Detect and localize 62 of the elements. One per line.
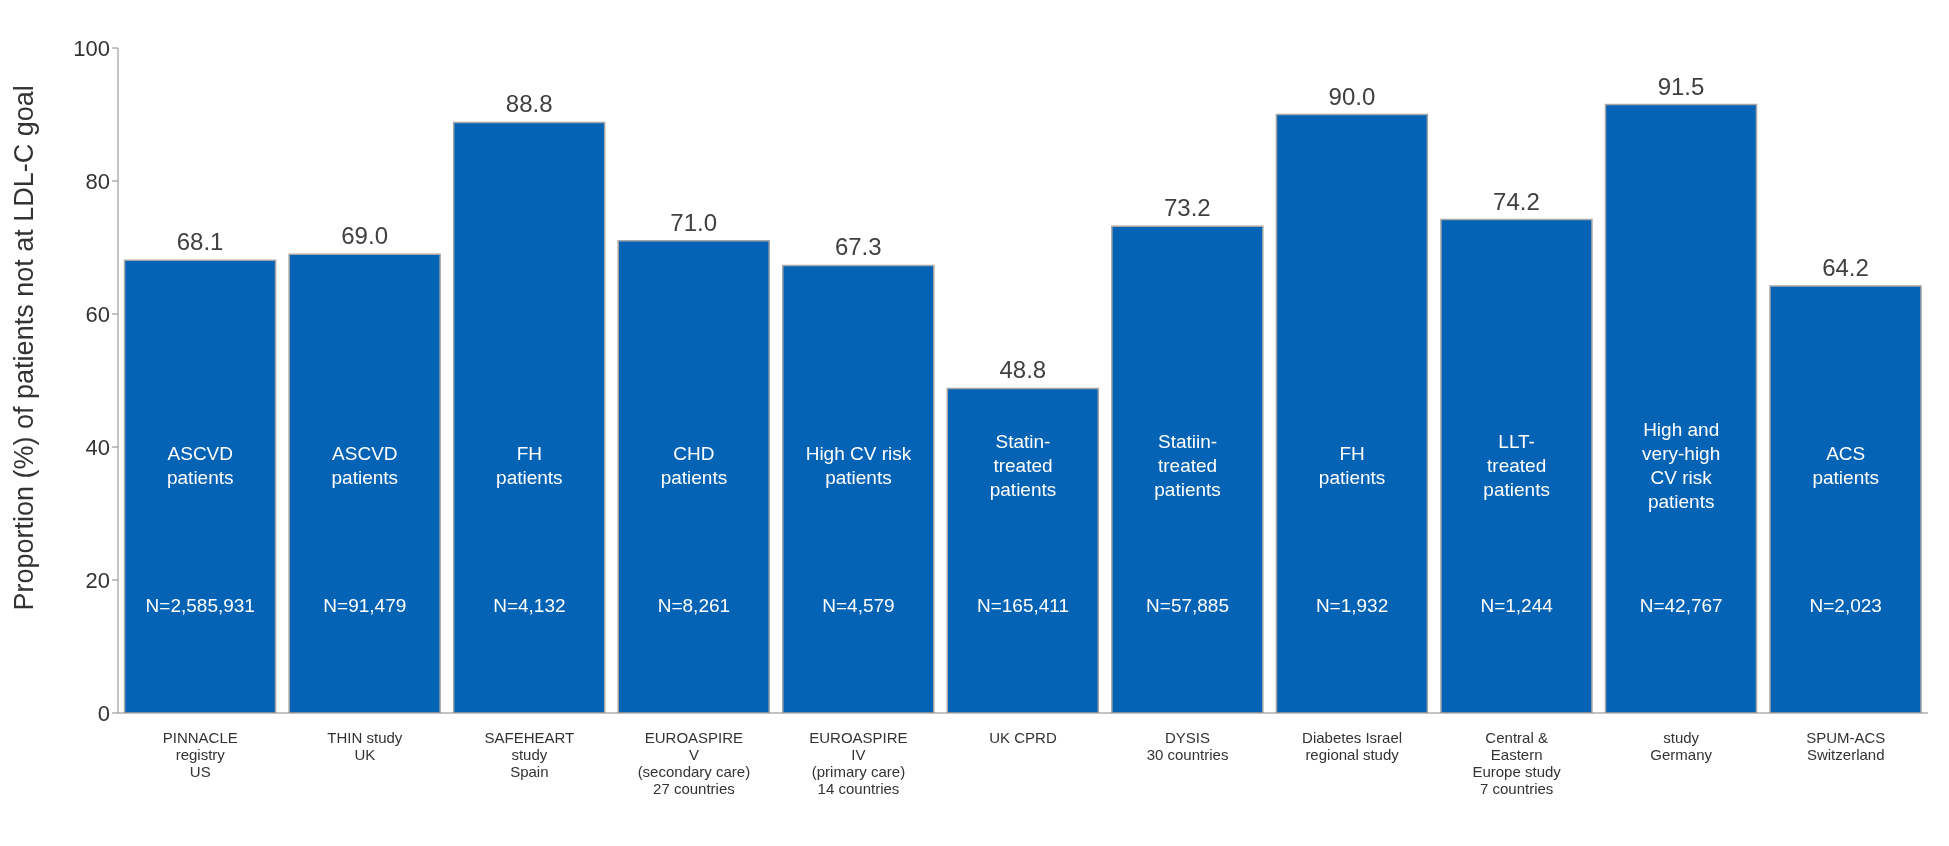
bar <box>288 253 441 713</box>
annotation: High and very-high CV risk patients <box>1642 418 1721 512</box>
annotation: N=8,261 <box>657 594 731 616</box>
data-label: 73.2 <box>1164 194 1211 222</box>
annotation: N=57,885 <box>1146 594 1230 616</box>
data-label: 64.2 <box>1822 254 1869 282</box>
bar <box>123 259 277 713</box>
data-label: 91.5 <box>1657 72 1705 100</box>
bar <box>617 240 770 713</box>
data-label: 71.0 <box>670 208 718 236</box>
data-label: 90.0 <box>1328 82 1376 110</box>
annotation: CHD patients <box>660 442 728 488</box>
annotation: ASCVD patients <box>167 442 234 488</box>
x-tick-label: Diabetes Israel regional study <box>1302 728 1403 763</box>
annotation: N=91,479 <box>323 594 407 616</box>
annotation: ASCVD patients <box>331 442 399 488</box>
annotation: High CV risk patients <box>805 442 912 488</box>
y-tick-label: 0 <box>97 700 110 726</box>
annotation: FH patients <box>496 442 563 488</box>
annotation: Statiin- treated patients <box>1154 430 1221 500</box>
data-label: 88.8 <box>505 90 553 118</box>
annotation: N=4,132 <box>493 594 566 616</box>
bar <box>1604 103 1758 713</box>
x-tick-label: PINNACLE registry US <box>162 728 238 780</box>
annotation: LLT- treated patients <box>1483 430 1550 500</box>
data-label: 67.3 <box>834 233 882 261</box>
bar <box>1111 225 1264 713</box>
y-tick-label: 100 <box>73 35 110 61</box>
y-tick-label: 60 <box>85 301 110 327</box>
x-tick-label: study Germany <box>1650 728 1713 763</box>
x-tick-label: THIN study UK <box>327 728 403 763</box>
data-label: 69.0 <box>341 222 388 250</box>
annotation: N=42,767 <box>1639 594 1723 616</box>
data-label: 74.2 <box>1493 187 1540 215</box>
x-tick-label: DYSIS 30 countries <box>1146 728 1229 763</box>
annotation: N=4,579 <box>822 594 895 616</box>
x-tick-label: EUROASPIRE V (secondary care) 27 countries <box>637 728 751 798</box>
annotation: N=1,932 <box>1315 594 1389 616</box>
y-tick-label: 80 <box>85 168 110 194</box>
bar <box>1275 113 1429 713</box>
x-tick-label: UK CPRD <box>989 728 1057 746</box>
bar <box>946 387 1100 713</box>
y-tick-label: 20 <box>85 567 110 593</box>
bar <box>1440 218 1593 713</box>
bar <box>452 121 606 713</box>
x-tick-label: SAFEHEART study Spain <box>484 728 575 780</box>
bar <box>1769 285 1922 713</box>
annotation: N=1,244 <box>1480 594 1554 616</box>
data-label: 48.8 <box>999 356 1047 384</box>
annotation: Statin- treated patients <box>989 430 1057 500</box>
y-axis-title: Proportion (%) of patients not at LDL-C goal <box>8 85 39 611</box>
annotation: FH patients <box>1318 442 1386 488</box>
bar <box>782 264 935 713</box>
x-tick-label: SPUM-ACS Switzerland <box>1806 728 1886 763</box>
x-tick-label: EUROASPIRE IV (primary care) 14 countries <box>809 728 908 798</box>
x-tick-label: Central & Eastern Europe study 7 countries <box>1472 728 1562 798</box>
data-label: 68.1 <box>176 228 224 256</box>
annotation: ACS patients <box>1812 442 1879 488</box>
annotation: N=2,585,931 <box>145 594 255 616</box>
y-tick-label: 40 <box>85 434 110 460</box>
annotation: N=165,411 <box>976 594 1070 616</box>
annotation: N=2,023 <box>1809 594 1882 616</box>
